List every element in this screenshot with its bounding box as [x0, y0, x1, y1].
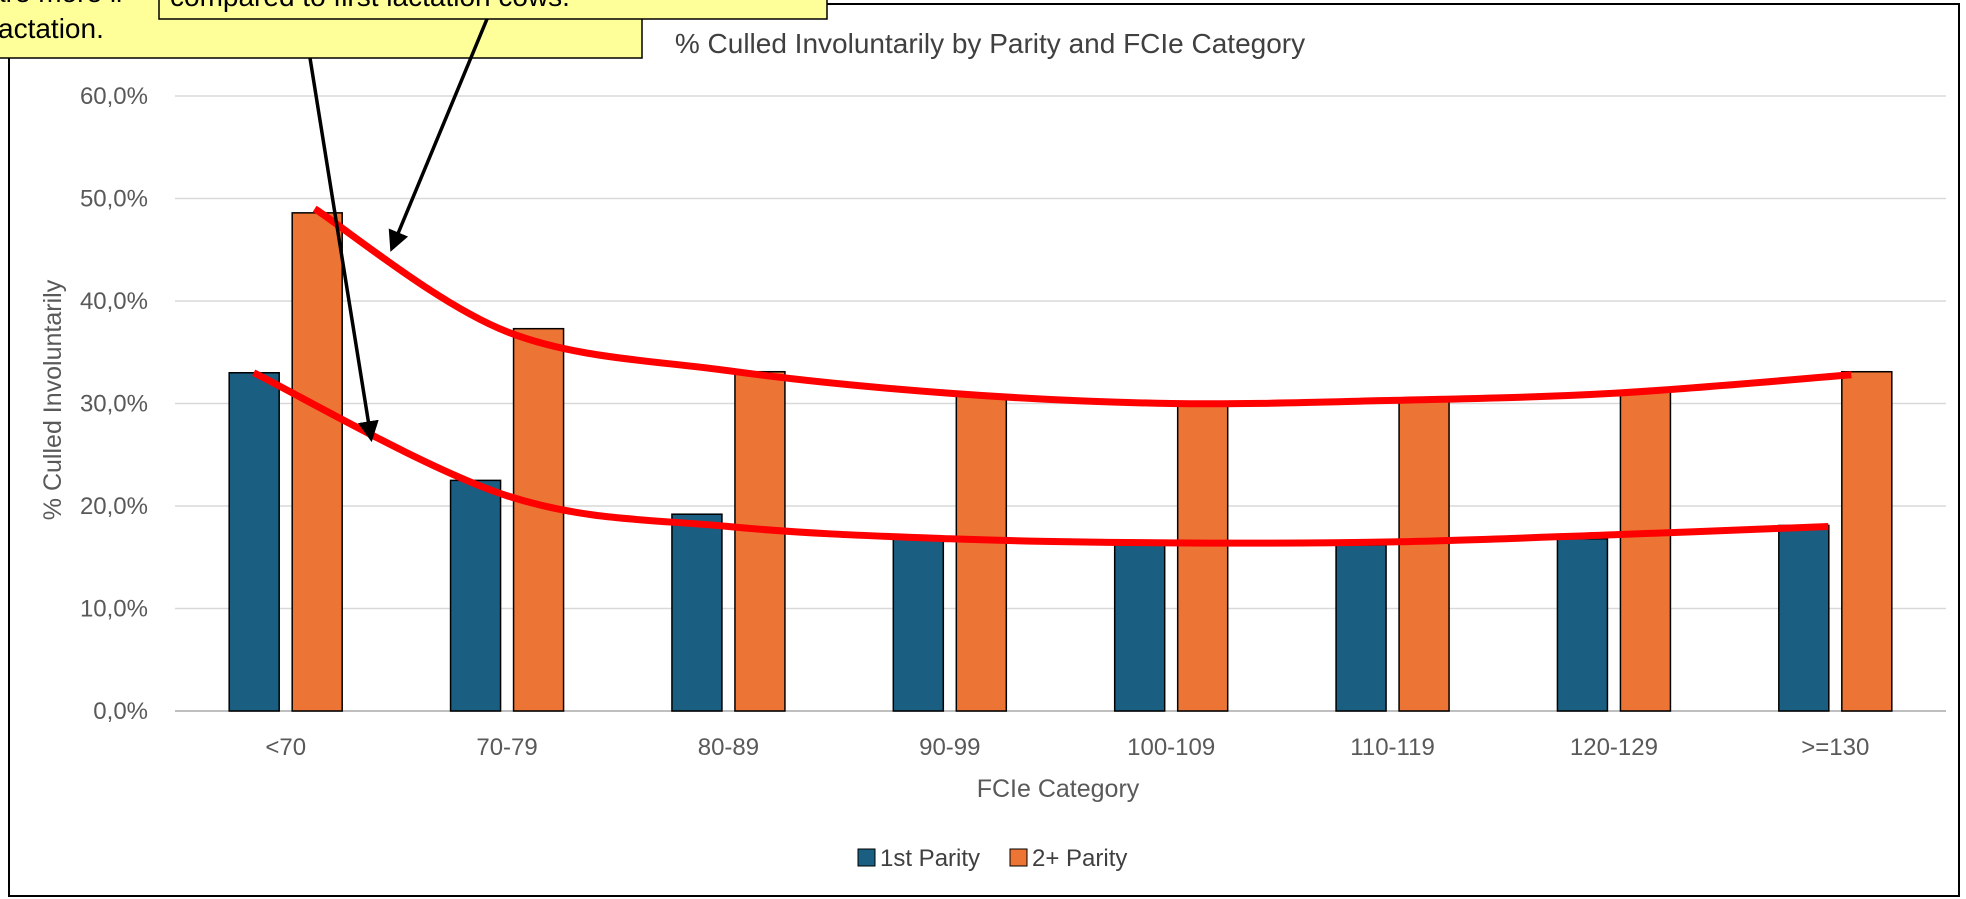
- legend-swatch-2plus-parity: [1009, 848, 1028, 867]
- bar-2plus-parity: [512, 327, 565, 712]
- callout-text-left-line1: are more li: [0, 0, 122, 8]
- bar-1st-parity: [1556, 538, 1609, 712]
- y-tick-label: 0,0%: [93, 698, 148, 725]
- y-tick-label: 20,0%: [80, 493, 148, 520]
- bar-2plus-parity: [734, 370, 786, 712]
- x-tick-label: 90-99: [919, 734, 980, 761]
- legend: 1st Parity 2+ Parity: [857, 845, 1127, 872]
- callout-text-left-line2: actation.: [0, 13, 104, 44]
- x-tick-label: 120-129: [1570, 734, 1658, 761]
- x-tick-label: 70-79: [476, 734, 537, 761]
- x-axis-ticks: <70 70-79 80-89 90-99 100-109 110-119 120-129 >…: [265, 734, 1869, 761]
- chart-title: % Culled Involuntarily by Parity and FCI…: [675, 28, 1305, 59]
- bar-1st-parity: [449, 479, 502, 712]
- x-tick-label: <70: [265, 734, 306, 761]
- y-axis-title: % Culled Involuntarily: [39, 279, 67, 520]
- y-tick-label: 60,0%: [80, 83, 148, 110]
- bar-1st-parity: [1113, 544, 1166, 712]
- y-tick-label: 10,0%: [80, 596, 148, 623]
- x-axis-title: FCIe Category: [977, 775, 1140, 803]
- bar-1st-parity: [228, 372, 280, 712]
- y-tick-label: 50,0%: [80, 186, 148, 213]
- bar-2plus-parity: [1176, 401, 1229, 712]
- legend-label-1st-parity: 1st Parity: [880, 845, 980, 872]
- bar-2plus-parity: [955, 393, 1008, 712]
- bar-1st-parity: [1335, 544, 1387, 712]
- bars: [228, 212, 1893, 712]
- callout-arrow-right: [388, 18, 489, 252]
- legend-swatch-1st-parity: [857, 848, 876, 867]
- x-tick-label: 80-89: [698, 734, 759, 761]
- bar-1st-parity: [892, 536, 945, 712]
- trendline-1st-parity: [252, 369, 1829, 547]
- legend-label-2plus-parity: 2+ Parity: [1032, 845, 1127, 872]
- bar-2plus-parity: [1619, 390, 1672, 712]
- x-tick-label: 110-119: [1350, 734, 1435, 761]
- y-axis-ticks: 0,0% 10,0% 20,0% 30,0% 40,0% 50,0% 60,0%: [80, 83, 148, 725]
- y-tick-label: 30,0%: [80, 391, 148, 418]
- bar-1st-parity: [671, 513, 723, 712]
- x-tick-label: 100-109: [1127, 734, 1215, 761]
- bar-2plus-parity: [1398, 397, 1450, 712]
- callout-text-right: compared to first lactation cows.: [170, 0, 570, 12]
- callout-arrow-left: [308, 57, 379, 443]
- trendline-2plus-parity: [312, 205, 1852, 408]
- trendlines: [252, 205, 1852, 547]
- bar-2plus-parity: [291, 212, 343, 712]
- bar-2plus-parity: [1841, 370, 1893, 712]
- y-tick-label: 40,0%: [80, 288, 148, 315]
- bar-1st-parity: [1778, 524, 1830, 712]
- callout-box-right: [158, 0, 828, 20]
- x-tick-label: >=130: [1801, 734, 1869, 761]
